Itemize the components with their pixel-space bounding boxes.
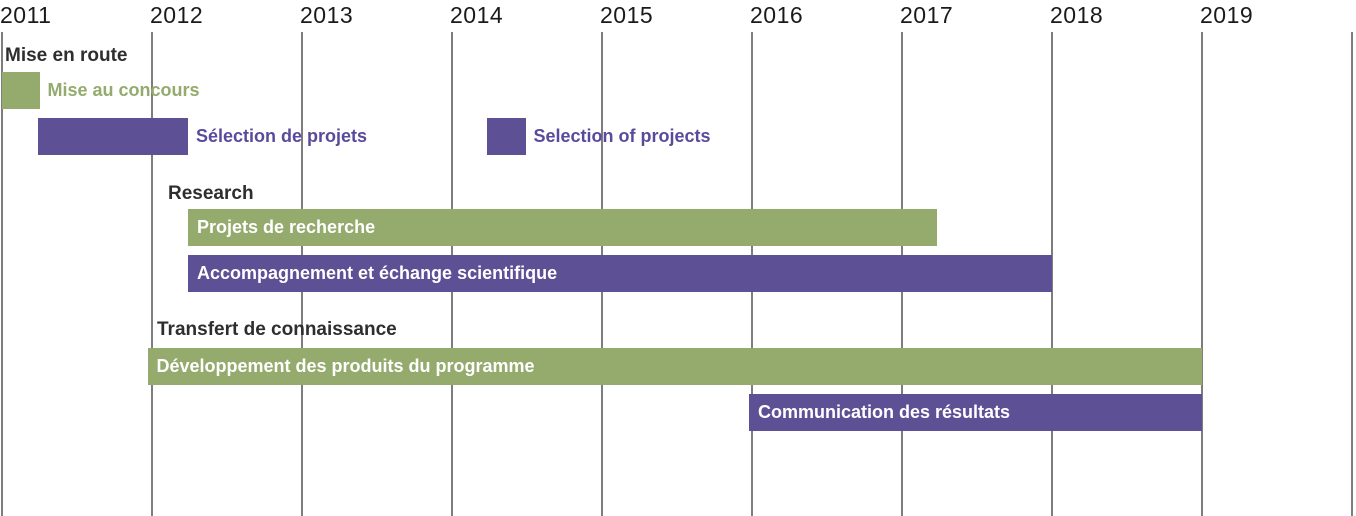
gantt-bar-developpement-des-produits-du-programme: Développement des produits du programme [147, 348, 1202, 385]
year-label-2013: 2013 [300, 2, 354, 28]
gantt-bar-selection-de-projets [38, 118, 188, 155]
gridline-2011 [1, 32, 3, 516]
year-label-2012: 2012 [150, 2, 204, 28]
year-label-2017: 2017 [900, 2, 954, 28]
bar-label-selection-de-projets: Sélection de projets [196, 126, 368, 146]
year-label-2014: 2014 [450, 2, 504, 28]
section-heading-transfert-de-connaissance: Transfert de connaissance [157, 319, 397, 340]
section-heading-mise-en-route: Mise en route [5, 45, 128, 66]
bar-label-developpement-des-produits-du-programme: Développement des produits du programme [156, 356, 535, 376]
year-label-2015: 2015 [600, 2, 654, 28]
gridline-2020 [1351, 32, 1353, 516]
bar-label-selection-of-projects: Selection of projects [533, 126, 711, 146]
gridline-2018 [1051, 32, 1053, 516]
gantt-bar-accompagnement-et-echange-scientifique: Accompagnement et échange scientifique [188, 255, 1052, 292]
gantt-bar-selection-of-projects [486, 118, 526, 155]
gantt-bar-mise-au-concours [2, 72, 40, 109]
gantt-bar-communication-des-resultats: Communication des résultats [749, 394, 1202, 431]
bar-label-communication-des-resultats: Communication des résultats [758, 402, 1011, 422]
bar-label-projets-de-recherche: Projets de recherche [197, 217, 376, 237]
bar-label-accompagnement-et-echange-scientifique: Accompagnement et échange scientifique [197, 263, 558, 283]
gridline-2019 [1201, 32, 1203, 516]
year-label-2018: 2018 [1050, 2, 1104, 28]
gantt-bar-projets-de-recherche: Projets de recherche [188, 209, 937, 246]
year-label-2019: 2019 [1200, 2, 1254, 28]
year-label-2016: 2016 [750, 2, 804, 28]
bar-label-mise-au-concours: Mise au concours [47, 80, 200, 100]
section-heading-research: Research [168, 183, 254, 204]
gridline-2012 [151, 32, 153, 516]
year-label-2011: 2011 [0, 2, 52, 28]
